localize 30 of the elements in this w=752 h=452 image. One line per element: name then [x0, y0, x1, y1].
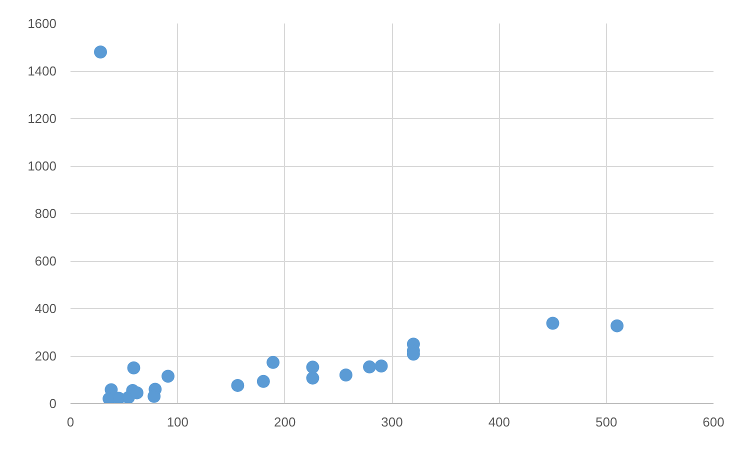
x-tick-label: 200: [274, 414, 296, 430]
point: [374, 359, 388, 372]
point: [148, 390, 161, 403]
y-tick-label: 0: [49, 396, 57, 411]
y-tick-label: 600: [34, 254, 57, 268]
point: [306, 360, 320, 374]
point: [162, 370, 175, 383]
y-tick-label: 1200: [28, 111, 56, 126]
point: [362, 360, 376, 374]
point: [339, 368, 352, 382]
y-tick-label: 1600: [28, 16, 56, 31]
x-tick-label: 100: [166, 414, 189, 430]
point: [546, 316, 560, 330]
y-tick-label: 200: [34, 348, 57, 364]
y-tick-label: 1400: [28, 64, 56, 78]
point: [94, 46, 108, 58]
x-tick-label: 0: [66, 414, 74, 430]
x-tick-label: 500: [595, 414, 618, 430]
point: [266, 356, 280, 369]
point: [610, 319, 624, 332]
x-tick-label: 400: [488, 414, 510, 430]
y-tick-label: 400: [34, 301, 57, 316]
point: [231, 378, 244, 392]
point: [127, 361, 140, 374]
y-tick-label: 1000: [28, 158, 56, 174]
point: [306, 372, 320, 385]
x-tick-label: 300: [381, 414, 403, 430]
point: [256, 374, 270, 388]
y-tick-label: 800: [34, 206, 57, 221]
x-tick-label: 600: [702, 414, 724, 430]
